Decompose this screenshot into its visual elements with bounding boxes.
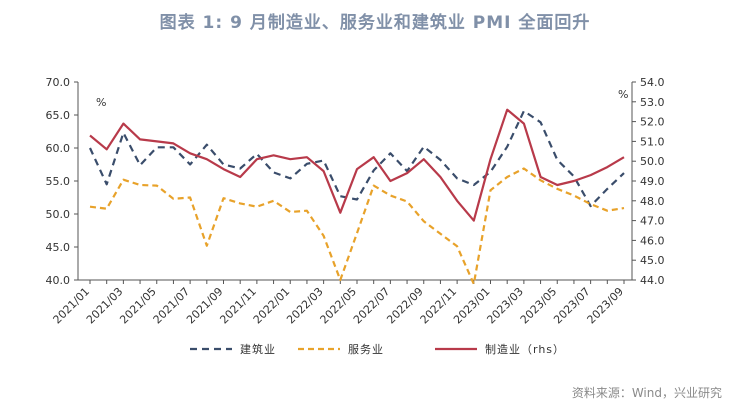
chart-title: 图表 1: 9 月制造业、服务业和建筑业 PMI 全面回升 bbox=[159, 13, 591, 33]
legend-label-2: 服务业 bbox=[348, 343, 384, 356]
legend-label-1: 建筑业 bbox=[240, 342, 276, 356]
y-left-unit: % bbox=[96, 96, 106, 109]
y-right-tick-label: 51.0 bbox=[640, 135, 665, 148]
y-right-tick-label: 47.0 bbox=[640, 215, 665, 228]
y-right-tick-label: 45.0 bbox=[640, 254, 665, 267]
source-note: 资料来源：Wind，兴业研究 bbox=[571, 386, 722, 400]
y-right-tick-label: 54.0 bbox=[640, 76, 665, 89]
y-right-tick-label: 44.0 bbox=[640, 274, 665, 287]
y-left-tick-label: 55.0 bbox=[46, 175, 71, 188]
y-left-tick-label: 50.0 bbox=[46, 208, 71, 221]
series-line-2 bbox=[89, 167, 625, 286]
y-left-tick-label: 45.0 bbox=[46, 241, 71, 254]
y-right-tick-label: 53.0 bbox=[640, 96, 665, 109]
x-tick-label: 2023/09 bbox=[585, 285, 627, 327]
y-right-tick-label: 48.0 bbox=[640, 195, 665, 208]
y-left-tick-label: 40.0 bbox=[46, 274, 71, 287]
series-line-3 bbox=[89, 108, 625, 222]
y-left-tick-label: 65.0 bbox=[46, 109, 71, 122]
y-right-tick-label: 50.0 bbox=[640, 155, 665, 168]
y-left-tick-label: 60.0 bbox=[46, 142, 71, 155]
series-line-1 bbox=[89, 109, 625, 208]
y-right-tick-label: 49.0 bbox=[640, 175, 665, 188]
y-right-unit: % bbox=[618, 88, 628, 101]
legend-label-3: 制造业（rhs） bbox=[485, 342, 565, 356]
y-right-tick-label: 52.0 bbox=[640, 116, 665, 129]
y-left-tick-label: 70.0 bbox=[46, 76, 71, 89]
y-right-tick-label: 46.0 bbox=[640, 234, 665, 247]
